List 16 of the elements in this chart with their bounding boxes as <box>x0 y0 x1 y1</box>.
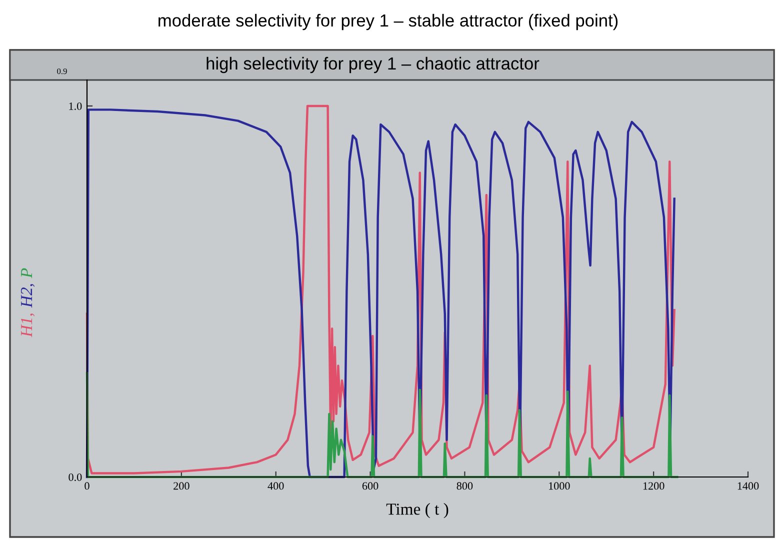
chart-title: moderate selectivity for prey 1 – stable attractor (fixed point) <box>158 14 618 30</box>
text: 0.9 <box>57 68 67 74</box>
y-axis-title: H1, H2, P <box>20 268 35 338</box>
x-tick-label: 400 <box>268 482 284 490</box>
chart-subtitle: high selectivity for prey 1 – chaotic attractor <box>206 56 540 74</box>
x-tick-label: 200 <box>174 482 190 490</box>
x-tick-label: 800 <box>456 482 473 490</box>
x-tick-label: 1400 <box>738 482 759 490</box>
x-tick-label: 0 <box>84 482 90 490</box>
x-tick-label: 1000 <box>549 482 570 490</box>
y-tick-label: 0.0 <box>68 473 82 482</box>
line-series <box>86 372 678 478</box>
x-tick-label: 1200 <box>643 482 664 490</box>
x-axis-title: Time ( t ) <box>386 503 448 518</box>
x-tick-label: 600 <box>362 482 378 490</box>
y-tick-label: 1.0 <box>69 102 82 110</box>
